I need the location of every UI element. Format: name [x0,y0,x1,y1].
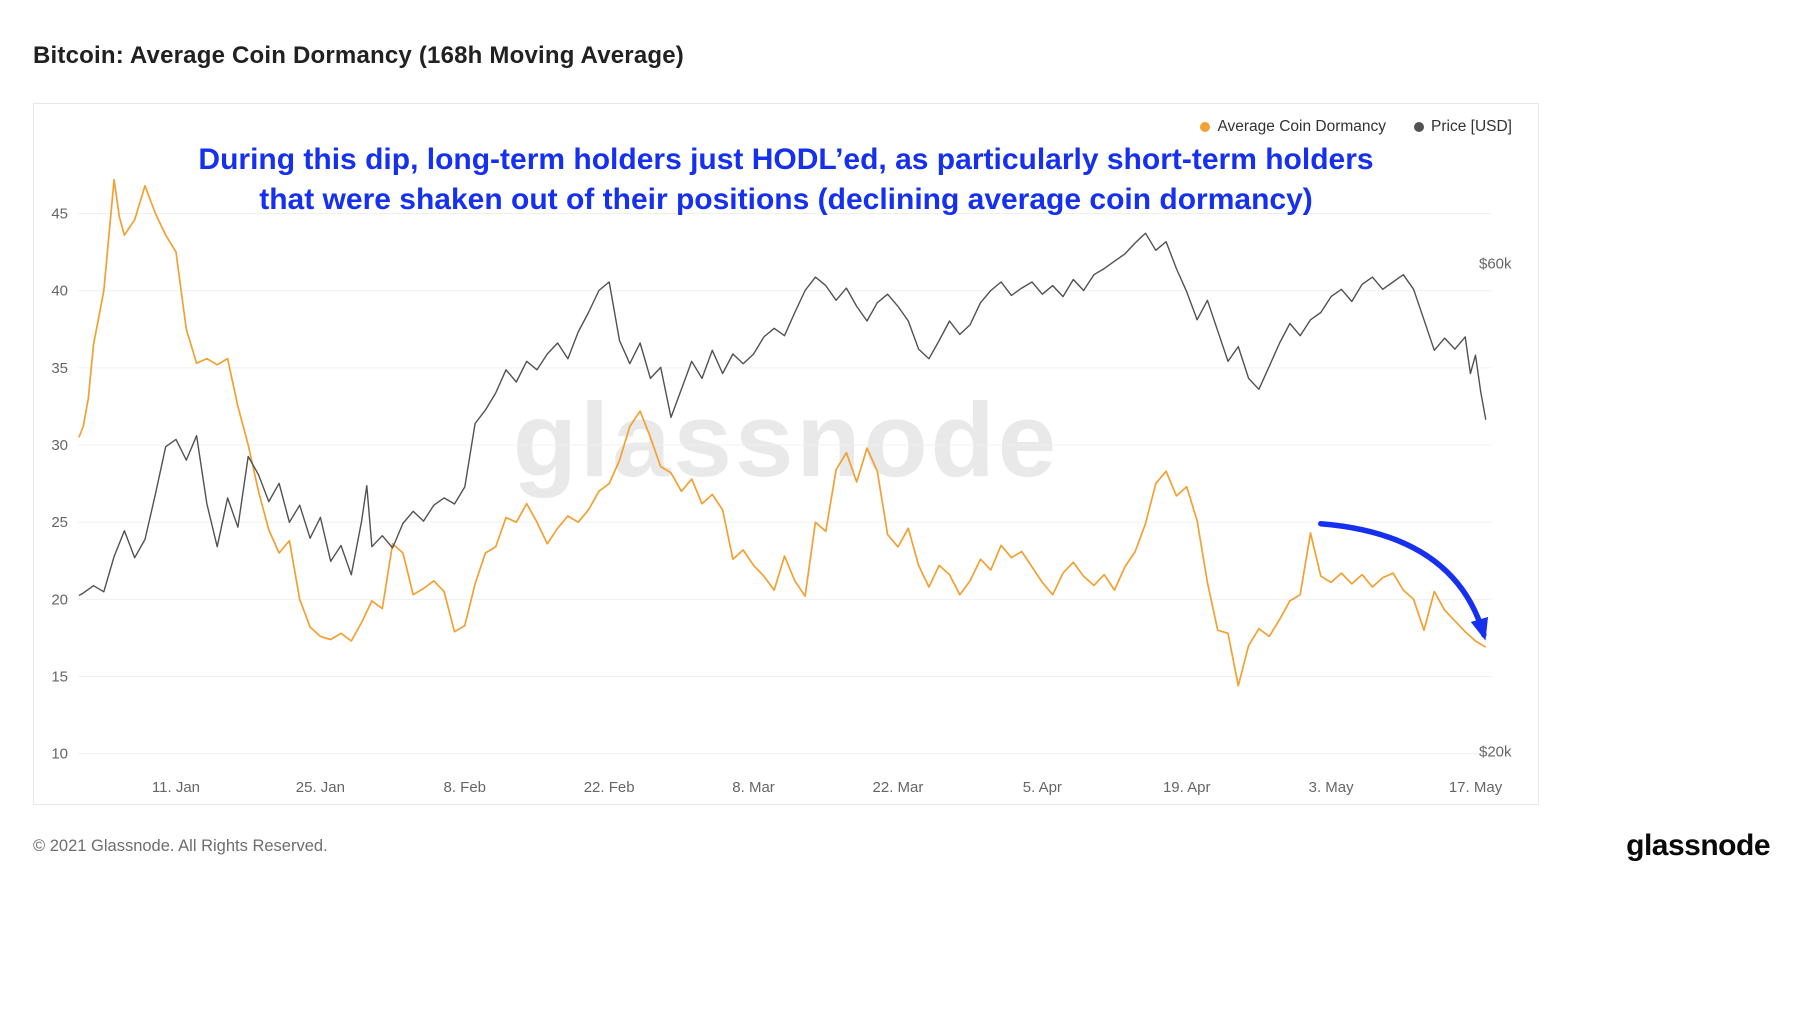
footer: © 2021 Glassnode. All Rights Reserved. g… [33,824,1770,868]
x-tick-label: 22. Feb [584,779,635,796]
series-line-price [78,232,1487,597]
y-tick-label: 40 [51,283,68,300]
x-tick-label: 8. Feb [444,779,487,796]
x-tick-label: 17. May [1449,779,1503,796]
chart-canvas: glassnode 10 15 20 25 30 35 40 45 11. Jan 25. Jan… [51,178,1512,796]
gridlines [78,213,1491,755]
series-line-dormancy [78,178,1487,687]
y-tick-label: 15 [51,668,68,685]
y-tick-label: 25 [51,514,68,531]
annotation-line2: that were shaken out of their positions … [259,182,1313,216]
y-tick-label: 35 [51,360,68,377]
legend-dot-price-icon [1414,122,1425,132]
y-tick-label: 45 [51,206,68,223]
x-tick-label: 22. Mar [873,779,924,796]
right-axis-label: $20k [1479,744,1512,761]
watermark: glassnode [513,382,1059,499]
legend-label-dormancy: Average Coin Dormancy [1217,118,1387,135]
x-tick-label: 8. Mar [732,779,775,796]
y-tick-label: 30 [51,437,68,454]
x-tick-label: 19. Apr [1163,779,1211,796]
legend: Average Coin Dormancy Price [USD] [1200,118,1512,136]
x-tick-label: 11. Jan [152,779,200,796]
annotation-line1: During this dip, long-term holders just … [198,143,1374,176]
x-tick-label: 25. Jan [296,779,345,796]
legend-item-price[interactable]: Price [USD] [1414,118,1512,136]
legend-item-dormancy[interactable]: Average Coin Dormancy [1200,118,1386,136]
trend-arrow [1318,520,1489,641]
glassnode-wordmark: glassnode [1626,829,1770,862]
right-axis-label: $60k [1479,256,1512,273]
legend-dot-dormancy-icon [1200,122,1211,132]
series-lines [78,178,1487,687]
x-tick-label: 3. May [1309,779,1355,796]
axis-labels: 10 15 20 25 30 35 40 45 11. Jan 25. Jan 8. Feb 22. … [51,206,1512,796]
copyright-text: © 2021 Glassnode. All Rights Reserved. [33,836,328,855]
x-tick-label: 5. Apr [1023,779,1062,796]
y-tick-label: 20 [51,591,68,608]
chart-panel: Average Coin Dormancy Price [USD] During… [33,103,1539,805]
annotation-text: During this dip, long-term holders just … [34,140,1538,219]
chart-title: Bitcoin: Average Coin Dormancy (168h Mov… [33,42,684,69]
y-tick-label: 10 [51,746,68,763]
legend-label-price: Price [USD] [1431,118,1512,135]
